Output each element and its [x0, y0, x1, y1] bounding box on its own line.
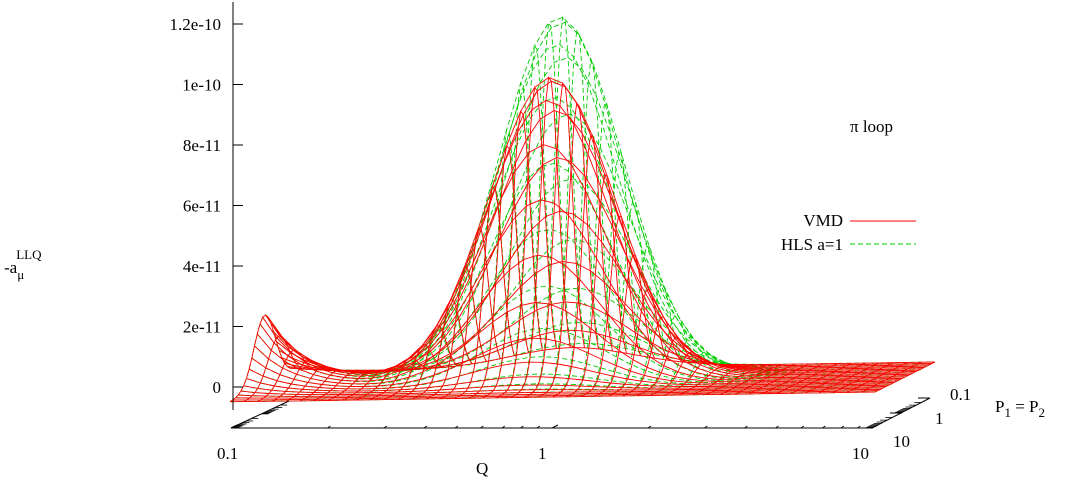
- x-tick-label-2: 10: [852, 444, 869, 463]
- x-minor-tick-0-8: [520, 425, 524, 429]
- vmd-line-p-17: [276, 157, 922, 373]
- y-tick-label-0: 0.1: [950, 385, 971, 404]
- vmd-line-q-26: [594, 254, 656, 397]
- vmd-line-q-45: [860, 361, 922, 393]
- vmd-line-q-0: [229, 314, 291, 403]
- vmd-line-q-39: [776, 363, 838, 394]
- y-tick-label-2: 10: [893, 432, 910, 451]
- vmd-line-q-11: [383, 344, 445, 401]
- legend-label-vmd: VMD: [803, 211, 843, 230]
- vmd-line-q-23: [552, 134, 613, 398]
- x-tick-label-0: 0.1: [217, 444, 238, 463]
- vmd-line-q-32: [678, 364, 739, 396]
- z-tick-label-0: 0: [213, 378, 222, 397]
- series-vmd-mesh: [229, 76, 936, 403]
- x-axis-label: Q: [476, 459, 488, 478]
- vmd-line-p-22: [289, 347, 936, 371]
- vmd-line-q-6: [313, 369, 375, 402]
- vmd-line-q-2: [257, 349, 319, 402]
- series-hls-mesh: [229, 15, 936, 403]
- x-minor-tick-0-9: [536, 425, 541, 429]
- x-minor-tick-0-7: [501, 425, 506, 429]
- x-minor-tick-1-5: [775, 425, 779, 429]
- z-tick-label-2: 4e-11: [183, 257, 221, 276]
- legend-label-hls: HLS a=1: [781, 235, 843, 254]
- z-tick-label-6: 1.2e-10: [170, 15, 221, 34]
- axes-group: 0 2e-11 4e-11 6e-11 8e-11 1e-10 1.2e-10 0.1 1 10 0…: [170, 2, 971, 463]
- x-minor-tick-1-6: [800, 425, 805, 429]
- vmd-line-q-13: [412, 299, 473, 400]
- vmd-line-q-12: [398, 325, 459, 400]
- vmd-line-q-16: [454, 185, 515, 399]
- hls-line-p-14: [267, 16, 914, 375]
- legend: VMD HLS a=1: [781, 211, 916, 254]
- vmd-line-q-29: [636, 337, 697, 397]
- vmd-line-q-5: [299, 369, 361, 402]
- vmd-line-q-15: [440, 227, 501, 400]
- vmd-line-q-36: [734, 363, 796, 395]
- vmd-line-q-1: [243, 335, 305, 402]
- vmd-line-q-40: [790, 362, 852, 394]
- vmd-line-q-46: [874, 361, 936, 393]
- x-minor-tick-1-2: [647, 425, 652, 429]
- left-floor-edge: [230, 400, 290, 429]
- y-tick-label-1: 1: [935, 409, 944, 428]
- vmd-line-q-21: [524, 81, 585, 398]
- vmd-line-q-42: [818, 362, 880, 394]
- x-minor-tick-0-3: [383, 425, 388, 429]
- vmd-line-q-3: [271, 359, 333, 402]
- vmd-line-q-22: [538, 102, 599, 398]
- z-tick-label-4: 8e-11: [183, 136, 221, 155]
- vmd-line-q-20: [510, 76, 571, 399]
- x-minor-tick-0-6: [480, 425, 484, 429]
- hls-line-p-13: [265, 44, 911, 377]
- z-tick-label-1: 2e-11: [183, 318, 221, 337]
- vmd-line-q-19: [496, 86, 557, 399]
- vmd-line-q-17: [468, 144, 529, 399]
- x-minor-tick-1-8: [840, 425, 845, 429]
- vmd-line-q-34: [706, 364, 767, 396]
- vmd-line-q-27: [608, 289, 669, 397]
- vmd-line-q-37: [748, 363, 810, 395]
- vmd-line-q-35: [720, 363, 781, 395]
- vmd-line-q-24: [566, 173, 627, 398]
- vmd-line-q-18: [482, 110, 543, 399]
- x-minor-tick-1-7: [822, 425, 826, 429]
- annotation-pi-loop: π loop: [850, 117, 893, 136]
- x-minor-tick-0-2: [327, 425, 331, 429]
- vmd-line-q-8: [342, 369, 403, 401]
- vmd-line-q-9: [356, 365, 417, 401]
- hls-line-p-15: [270, 21, 916, 374]
- x-minor-tick-1-9: [857, 425, 861, 429]
- z-tick-label-5: 1e-10: [182, 76, 221, 95]
- y-axis-label: P1 = P2: [995, 397, 1045, 420]
- x-minor-tick-0-5: [454, 425, 459, 429]
- vmd-line-q-31: [664, 360, 725, 396]
- x-minor-tick-1-3: [704, 425, 708, 429]
- hls-line-p-19: [281, 238, 927, 373]
- vmd-line-q-25: [580, 215, 641, 398]
- z-tick-label-3: 6e-11: [183, 197, 221, 216]
- x-tick-label-1: 1: [538, 444, 547, 463]
- x-minor-tick-1-4: [744, 425, 748, 429]
- x-minor-tick-0-4: [423, 425, 428, 429]
- vmd-line-q-30: [650, 351, 711, 396]
- vmd-line-q-10: [369, 357, 431, 401]
- vmd-line-q-41: [804, 362, 866, 394]
- x-tick-1: [551, 424, 559, 429]
- vmd-line-q-43: [832, 362, 894, 394]
- vmd-line-q-44: [846, 361, 908, 393]
- vmd-line-q-33: [692, 364, 753, 396]
- vmd-line-q-14: [426, 266, 487, 400]
- z-axis-label: -aμLLQ: [4, 247, 42, 282]
- vmd-line-q-38: [762, 363, 824, 395]
- vmd-line-q-4: [285, 365, 347, 402]
